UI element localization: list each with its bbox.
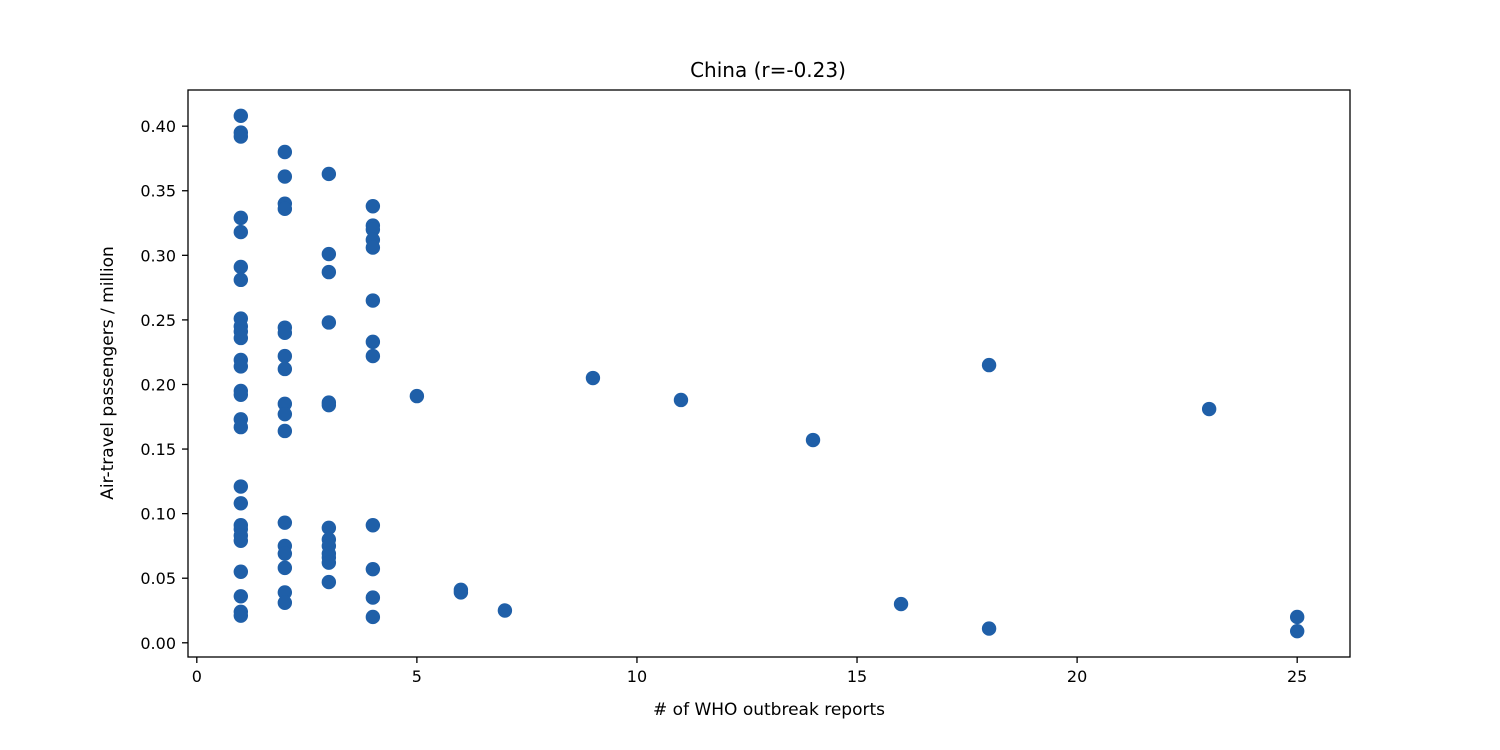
x-axis-ticks: 0 5 10 15 20 25 xyxy=(192,657,1307,686)
data-point-42 xyxy=(277,585,293,600)
data-point-40 xyxy=(277,546,293,561)
data-point-6 xyxy=(233,272,249,288)
data-point-64 xyxy=(365,348,381,364)
data-point-35 xyxy=(277,396,293,412)
data-point-45 xyxy=(321,246,337,262)
data-point-47 xyxy=(321,315,337,330)
data-point-66 xyxy=(365,561,381,577)
data-point-77 xyxy=(981,357,997,373)
y-tick-label-0: 0.00 xyxy=(140,634,176,653)
chart-title: China (r=-0.23) xyxy=(690,58,846,82)
data-point-69 xyxy=(409,388,425,404)
y-tick-label-2: 0.10 xyxy=(140,505,176,524)
data-point-76 xyxy=(893,596,909,612)
x-tick-label-5: 25 xyxy=(1287,667,1307,686)
data-point-23 xyxy=(233,564,249,579)
y-tick-label-5: 0.25 xyxy=(140,311,176,330)
data-point-12 xyxy=(233,359,249,374)
data-point-30 xyxy=(277,201,293,217)
y-tick-label-1: 0.05 xyxy=(140,569,176,588)
data-point-4 xyxy=(233,224,249,240)
x-tick-label-1: 5 xyxy=(412,667,422,686)
data-point-2 xyxy=(233,129,249,144)
data-points xyxy=(233,108,1305,639)
data-point-57 xyxy=(365,199,381,214)
data-point-59 xyxy=(365,222,381,237)
data-point-28 xyxy=(277,169,293,184)
data-point-78 xyxy=(981,621,997,636)
data-point-49 xyxy=(321,397,337,413)
data-point-50 xyxy=(321,520,337,536)
data-point-62 xyxy=(365,293,381,308)
data-point-5 xyxy=(233,259,249,275)
data-point-10 xyxy=(233,330,249,346)
data-point-34 xyxy=(277,361,293,377)
data-point-24 xyxy=(233,589,249,604)
y-axis-ticks: 0.00 0.05 0.10 0.15 0.20 0.25 0.30 0.35 0.40 xyxy=(140,117,188,653)
x-axis-label: # of WHO outbreak reports xyxy=(653,700,885,720)
data-point-74 xyxy=(673,392,689,408)
data-point-73 xyxy=(585,370,601,386)
data-point-63 xyxy=(365,334,381,350)
data-point-75 xyxy=(805,432,821,448)
data-point-65 xyxy=(365,518,381,533)
data-point-3 xyxy=(233,210,249,226)
data-point-61 xyxy=(365,240,381,255)
data-point-16 xyxy=(233,419,249,435)
data-point-37 xyxy=(277,423,293,439)
data-point-72 xyxy=(497,603,513,618)
plot-frame xyxy=(187,89,1351,658)
x-tick-label-4: 20 xyxy=(1067,667,1087,686)
x-tick-label-0: 0 xyxy=(192,667,202,686)
data-point-32 xyxy=(277,325,293,341)
data-point-46 xyxy=(321,264,337,280)
data-point-14 xyxy=(233,387,249,403)
y-tick-label-6: 0.30 xyxy=(140,246,176,265)
data-point-80 xyxy=(1289,609,1305,625)
data-point-71 xyxy=(453,585,469,600)
y-tick-label-4: 0.20 xyxy=(140,375,176,394)
data-point-0 xyxy=(233,108,249,124)
data-point-26 xyxy=(233,608,249,623)
x-tick-label-3: 15 xyxy=(847,667,867,686)
data-point-41 xyxy=(277,560,293,576)
data-point-81 xyxy=(1289,623,1305,639)
data-point-43 xyxy=(277,595,293,610)
y-tick-label-7: 0.35 xyxy=(140,182,176,201)
y-tick-label-8: 0.40 xyxy=(140,117,176,136)
data-point-22 xyxy=(233,533,249,548)
data-point-55 xyxy=(321,555,337,570)
data-point-27 xyxy=(277,144,293,160)
data-point-67 xyxy=(365,590,381,605)
data-point-44 xyxy=(321,166,337,182)
data-point-17 xyxy=(233,479,249,494)
y-axis-label: Air-travel passengers / million xyxy=(98,246,118,500)
data-point-18 xyxy=(233,496,249,511)
x-tick-label-2: 10 xyxy=(627,667,647,686)
y-tick-label-3: 0.15 xyxy=(140,440,176,459)
data-point-33 xyxy=(277,348,293,364)
data-point-38 xyxy=(277,515,293,530)
data-point-56 xyxy=(321,574,337,590)
data-point-68 xyxy=(365,609,381,625)
data-point-79 xyxy=(1201,401,1217,417)
data-point-36 xyxy=(277,406,293,422)
